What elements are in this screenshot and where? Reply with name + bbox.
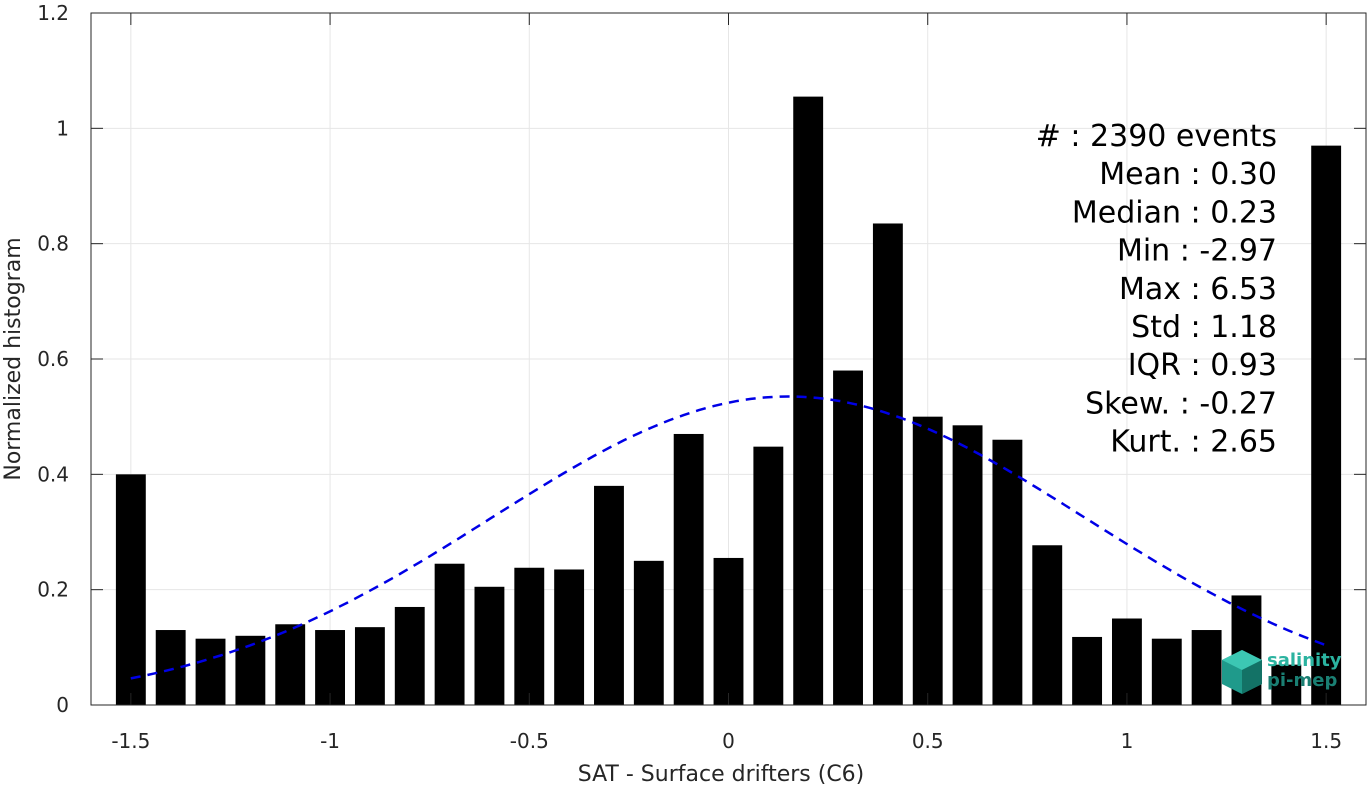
histogram-bars	[115, 96, 1342, 706]
histogram-bar	[912, 416, 943, 705]
histogram-bar	[354, 627, 385, 705]
histogram-bar	[1271, 664, 1302, 705]
histogram-bar	[434, 563, 465, 705]
stat-line: Max : 6.53	[1119, 272, 1277, 307]
y-tick-label: 0	[56, 693, 69, 717]
stat-line: Std : 1.18	[1131, 310, 1277, 345]
histogram-bar	[753, 446, 784, 705]
y-tick-label: 0.2	[37, 578, 69, 602]
stat-line: Median : 0.23	[1072, 195, 1277, 230]
x-tick-label: 1	[1121, 729, 1134, 753]
histogram-bar	[514, 567, 545, 705]
histogram-bar	[554, 569, 585, 705]
histogram-bar	[394, 606, 425, 705]
x-tick-label: -1	[320, 729, 340, 753]
y-tick-label: 1.2	[37, 1, 69, 25]
histogram-bar	[1151, 638, 1182, 705]
x-tick-label: -1.5	[111, 729, 150, 753]
x-tick-label: 1.5	[1310, 729, 1342, 753]
logo-text-salinity: salinity	[1267, 650, 1342, 671]
gaussian-fit-curve	[130, 395, 1327, 680]
histogram-bar	[275, 624, 306, 705]
x-axis-label: SAT - Surface drifters (C6)	[578, 762, 865, 785]
histogram-bar	[992, 439, 1023, 705]
stat-line: Min : -2.97	[1117, 234, 1277, 269]
x-tick-label: 0.5	[912, 729, 944, 753]
y-tick-label: 0.6	[37, 347, 69, 371]
histogram-bar	[1311, 145, 1342, 706]
histogram-bar	[872, 223, 903, 705]
histogram-bar	[235, 635, 266, 705]
histogram-bar	[1111, 618, 1142, 705]
stat-line: # : 2390 events	[1036, 119, 1277, 154]
histogram-bar	[1072, 636, 1103, 705]
histogram-bar	[633, 560, 664, 705]
y-axis-label: Normalized histogram	[1, 237, 26, 480]
histogram-bar	[673, 433, 704, 705]
logo-cube-side-icon	[1242, 660, 1262, 694]
histogram-bar	[115, 474, 146, 705]
histogram-bar	[1191, 630, 1222, 705]
histogram-bar	[713, 557, 744, 705]
histogram-bar	[793, 96, 824, 705]
histogram-bar	[474, 586, 505, 705]
y-tick-label: 0.8	[37, 232, 69, 256]
stat-line: IQR : 0.93	[1128, 348, 1277, 383]
axis-ticks: -1.5 -1 -0.5 0 0.5 1 1.5 0 0.2 0.4 0.6 0.8 1 1.2	[37, 1, 1366, 753]
histogram-bar	[594, 485, 624, 705]
y-tick-label: 1	[56, 116, 69, 140]
histogram-bar	[315, 630, 346, 705]
stat-line: Mean : 0.30	[1099, 157, 1277, 192]
stat-line: Skew. : -0.27	[1085, 386, 1277, 421]
histogram-bar	[1032, 545, 1063, 705]
histogram-bar	[952, 425, 983, 705]
logo-text-pi-mep: pi-mep	[1267, 670, 1337, 691]
histogram-bar	[195, 638, 226, 705]
x-tick-label: 0	[722, 729, 735, 753]
salinity-pi-mep-logo: salinity pi-mep	[1222, 650, 1342, 694]
histogram-bar	[833, 370, 863, 705]
stat-line: Kurt. : 2.65	[1110, 425, 1277, 460]
x-tick-label: -0.5	[510, 729, 549, 753]
y-tick-label: 0.4	[37, 462, 69, 486]
